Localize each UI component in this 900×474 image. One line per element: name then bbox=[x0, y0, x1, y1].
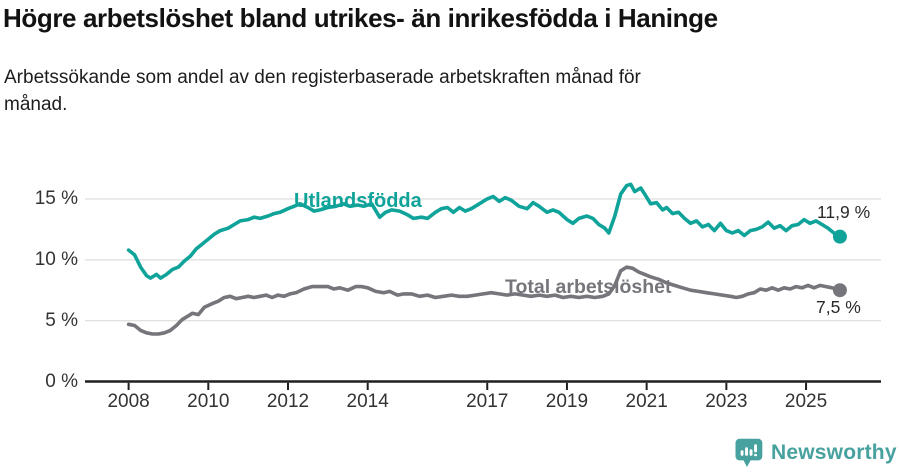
chart-title: Högre arbetslöshet bland utrikes- än inr… bbox=[3, 3, 718, 33]
y-tick-label: 10 % bbox=[34, 249, 78, 271]
newsworthy-wordmark: Newsworthy bbox=[771, 441, 897, 464]
series-label-utlandsfodda: Utlandsfödda bbox=[294, 190, 422, 212]
y-tick-label: 5 % bbox=[45, 310, 78, 332]
y-axis-labels: 0 % 5 % 10 % 15 % bbox=[0, 0, 80, 474]
x-tick-label: 2008 bbox=[107, 391, 150, 412]
y-tick-label: 15 % bbox=[34, 188, 78, 210]
y-tick-label: 0 % bbox=[45, 371, 78, 392]
x-tick-label: 2023 bbox=[705, 391, 748, 412]
series-line-total bbox=[126, 265, 842, 336]
x-tick-label: 2019 bbox=[545, 391, 589, 412]
series-line-utlandsfodda bbox=[126, 182, 842, 280]
x-tick-label: 2017 bbox=[466, 391, 509, 412]
subtitle-line-1: Arbetssökande som andel av den registerb… bbox=[4, 67, 641, 88]
chart-subtitle: Arbetssökande som andel av den registerb… bbox=[4, 64, 844, 118]
x-tick-label: 2025 bbox=[784, 391, 828, 412]
end-value-label-total: 7,5 % bbox=[816, 297, 861, 317]
x-tick-label: 2014 bbox=[346, 391, 389, 412]
newsworthy-branding: Newsworthy bbox=[735, 437, 897, 469]
series-label-total-arbetsloshet: Total arbetslöshet bbox=[505, 276, 672, 298]
end-value-label-utlandsfodda: 11,9 % bbox=[817, 202, 871, 222]
bar-chart-speech-bubble-icon bbox=[735, 438, 763, 467]
x-tick-label: 2010 bbox=[187, 391, 230, 412]
x-tick-label: 2012 bbox=[266, 391, 310, 412]
x-tick-label: 2021 bbox=[625, 391, 668, 412]
subtitle-line-2: månad. bbox=[4, 94, 68, 115]
series-end-dot bbox=[832, 229, 847, 244]
series-end-dot bbox=[832, 283, 847, 298]
